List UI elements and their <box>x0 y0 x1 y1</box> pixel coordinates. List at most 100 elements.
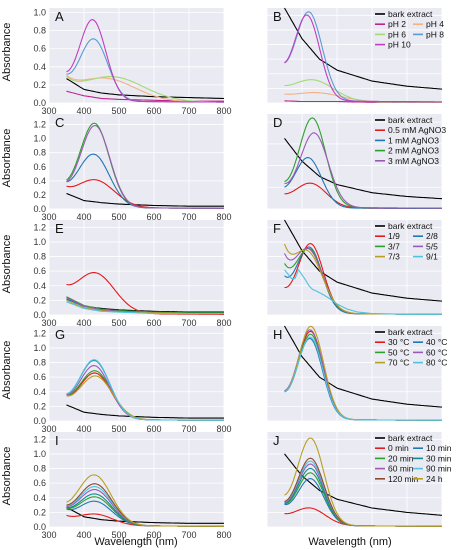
x-axis-label-right: Wavelength (nm) <box>308 536 391 548</box>
legend-label: bark extract <box>388 433 433 443</box>
legend-label: pH 8 <box>426 29 444 39</box>
legend-label: 50 °C <box>388 347 409 357</box>
series-line-a-5 <box>66 19 224 103</box>
series-line-c-0 <box>66 192 224 207</box>
y-tick-label: 1.0 <box>33 134 46 144</box>
legend-label: bark extract <box>388 115 433 125</box>
series-line-f-6 <box>284 269 442 315</box>
y-axis-label-row-1: Absorbance <box>1 23 13 82</box>
series-line-h-0 <box>284 325 443 408</box>
panel-label-b: B <box>273 9 282 24</box>
series-line-g-0 <box>66 404 224 419</box>
x-tick-label: 300 <box>41 318 56 328</box>
legend-label: 0 min <box>388 443 409 453</box>
y-tick-label: 1.0 <box>33 8 46 18</box>
legend-label: pH 10 <box>388 40 411 50</box>
panel-e: 0.0 0.2 0.4 0.6 0.8 1.0 1.2 300 400 500 600 700 800 E <box>33 220 232 328</box>
y-tick-label: 0.2 <box>33 80 46 90</box>
plot-area-a <box>49 8 224 103</box>
y-tick-label: 0.0 <box>33 522 46 532</box>
panel-i: 0.0 0.2 0.4 0.6 0.8 1.0 1.2 300 400 500 600 700 800 I <box>33 432 232 540</box>
series-line-f-0 <box>284 219 443 302</box>
legend-label: 3/7 <box>388 241 400 251</box>
panel-label-f: F <box>273 221 281 236</box>
panel-label-d: D <box>273 115 282 130</box>
x-tick-label: 700 <box>181 424 196 434</box>
x-tick-label: 500 <box>111 530 126 540</box>
legend-label: 0.5 mM AgNO3 <box>388 125 446 135</box>
y-tick-label: 0.8 <box>33 252 46 262</box>
x-tick-label: 500 <box>111 106 126 116</box>
x-tick-label: 300 <box>41 424 56 434</box>
legend-label: 80 °C <box>426 358 447 368</box>
series-line-b-0 <box>284 7 443 90</box>
x-tick-label: 400 <box>76 318 91 328</box>
legend-label: 60 min <box>388 464 414 474</box>
legend-label: 24 h <box>426 474 443 484</box>
legend-label: 1/9 <box>388 231 400 241</box>
x-tick-label: 800 <box>216 212 231 222</box>
legend-label: 120 min <box>388 474 419 484</box>
x-tick-label: 600 <box>146 318 161 328</box>
legend-label: 30 min <box>426 453 452 463</box>
panel-label-h: H <box>273 327 282 342</box>
y-axis-label-row-3: Absorbance <box>1 235 13 294</box>
y-tick-label: 0.2 <box>33 295 46 305</box>
panel-label-g: G <box>55 327 65 342</box>
y-tick-label: 1.2 <box>33 120 46 130</box>
x-tick-label: 700 <box>181 106 196 116</box>
panel-label-i: I <box>55 433 59 448</box>
series-line-b-5 <box>284 14 442 103</box>
legend-label: 7/3 <box>388 252 400 262</box>
y-tick-label: 1.0 <box>33 343 46 353</box>
legend-label: 9/1 <box>426 252 438 262</box>
legend-label: 70 °C <box>388 358 409 368</box>
x-tick-label: 600 <box>146 106 161 116</box>
y-axis-label-row-2: Absorbance <box>1 129 13 188</box>
y-tick-label: 1.0 <box>33 449 46 459</box>
y-axis-label-row-4: Absorbance <box>1 341 13 400</box>
panel-label-c: C <box>55 115 64 130</box>
y-tick-label: 0.6 <box>33 266 46 276</box>
y-tick-label: 1.2 <box>33 222 46 232</box>
legend-label: 1 mM AgNO3 <box>388 135 439 145</box>
x-tick-label: 400 <box>76 212 91 222</box>
y-tick-label: 0.8 <box>33 358 46 368</box>
panel-a: 0.0 0.2 0.4 0.6 0.8 1.0 300 400 500 600 700 800 A <box>33 8 231 116</box>
y-tick-label: 0.4 <box>33 387 46 397</box>
x-tick-label: 700 <box>181 318 196 328</box>
plot-area-g <box>49 326 224 421</box>
x-tick-label: 800 <box>216 530 231 540</box>
legend-label: 30 °C <box>388 337 409 347</box>
series-line-g-6 <box>66 359 224 421</box>
series-line-d-0 <box>284 138 443 200</box>
y-tick-label: 0.2 <box>33 507 46 517</box>
panel-g: 0.0 0.2 0.4 0.6 0.8 1.0 1.2 300 400 500 600 700 800 G <box>33 326 232 434</box>
x-tick-label: 500 <box>111 318 126 328</box>
series-line-a-0 <box>66 78 225 100</box>
series-line-a-3 <box>66 75 225 103</box>
series-line-i-0 <box>66 506 224 524</box>
series-line-h-6 <box>284 336 442 421</box>
legend-label: 90 min <box>426 464 452 474</box>
y-tick-label: 1.2 <box>33 434 46 444</box>
y-tick-label: 0.6 <box>33 44 46 54</box>
legend-label: 10 min <box>426 443 452 453</box>
legend-label: bark extract <box>388 221 433 231</box>
legend-label: 20 min <box>388 453 414 463</box>
series-line-e-6 <box>66 301 224 315</box>
y-tick-label: 1.2 <box>33 328 46 338</box>
y-tick-label: 0.4 <box>33 62 46 72</box>
legend-label: pH 4 <box>426 19 444 29</box>
x-tick-label: 800 <box>216 424 231 434</box>
y-tick-label: 0.4 <box>33 176 46 186</box>
series-line-d-4 <box>284 132 442 209</box>
x-tick-label: 500 <box>111 212 126 222</box>
legend-label: pH 2 <box>388 19 406 29</box>
x-tick-label: 600 <box>146 530 161 540</box>
legend-label: 2/8 <box>426 231 438 241</box>
